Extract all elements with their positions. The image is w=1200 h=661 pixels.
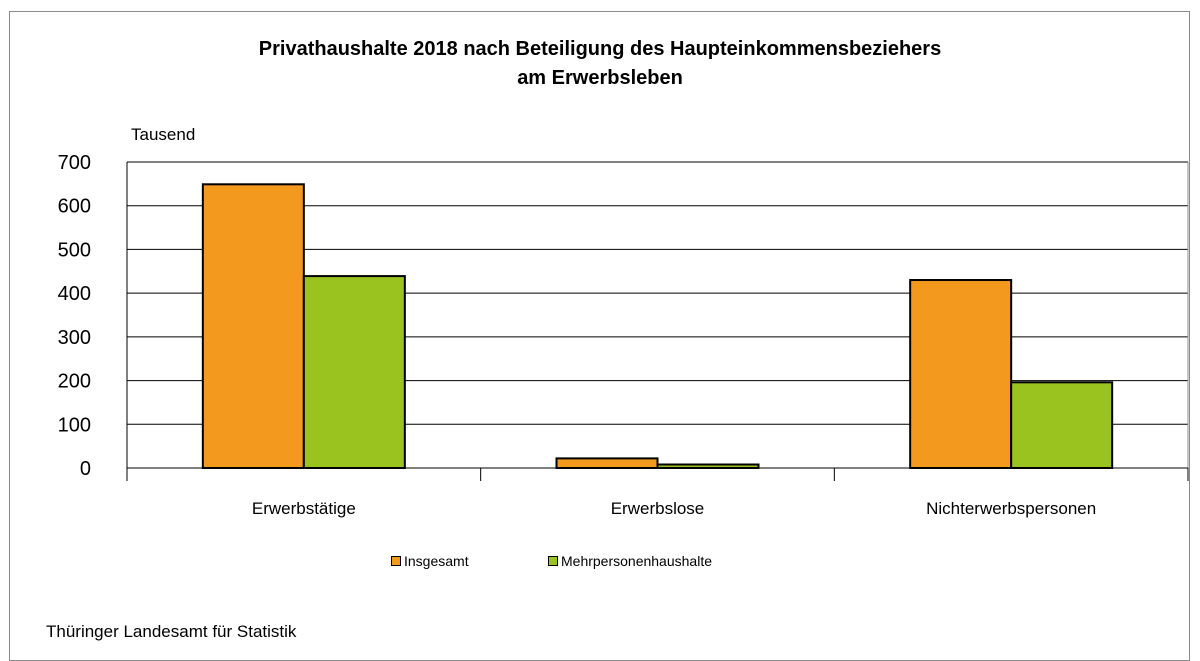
legend-item-mehrpersonenhaushalte: Mehrpersonenhaushalte [548,553,712,569]
x-tick-label: Erwerbstätige [252,499,356,518]
y-tick-label: 700 [58,152,91,174]
legend-swatch-mehrpersonenhaushalte [548,556,558,566]
x-tick-label: Erwerbslose [611,499,705,518]
chart-title: Privathaushalte 2018 nach Beteiligung de… [0,35,1200,93]
y-axis-label: Tausend [131,125,196,144]
y-tick-label: 300 [58,327,91,349]
y-tick-label: 200 [58,371,91,393]
chart-title-line-2: am Erwerbsleben [517,67,683,89]
legend-label-mehrpersonenhaushalte: Mehrpersonenhaushalte [561,553,712,569]
bars [201,183,1114,470]
bar-insgesamt-2 [909,279,1013,469]
y-tick-label: 100 [58,414,91,436]
legend-label-insgesamt: Insgesamt [404,553,469,569]
tick-labels: 0 100 200 300 400 500 600 700 Erwerbstätige Erwer… [58,152,1097,518]
y-tick-label: 400 [58,283,91,305]
bar-insgesamt-0 [201,183,305,469]
legend-swatch-insgesamt [391,556,401,566]
bar-mehrpersonenhaushalte-1 [656,463,760,470]
bar-insgesamt-1 [555,457,659,469]
bar-mehrpersonenhaushalte-0 [302,275,406,470]
y-tick-label: 500 [58,239,91,261]
axes [126,162,1189,481]
y-tick-label: 0 [80,458,91,480]
legend-item-insgesamt: Insgesamt [391,553,469,569]
legend: Insgesamt Mehrpersonenhaushalte [0,553,1200,573]
y-tick-label: 600 [58,196,91,218]
chart-title-line-1: Privathaushalte 2018 nach Beteiligung de… [258,38,942,60]
source-note: Thüringer Landesamt für Statistik [46,622,297,641]
x-tick-label: Nichterwerbspersonen [926,499,1096,518]
bar-mehrpersonenhaushalte-2 [1010,381,1114,470]
